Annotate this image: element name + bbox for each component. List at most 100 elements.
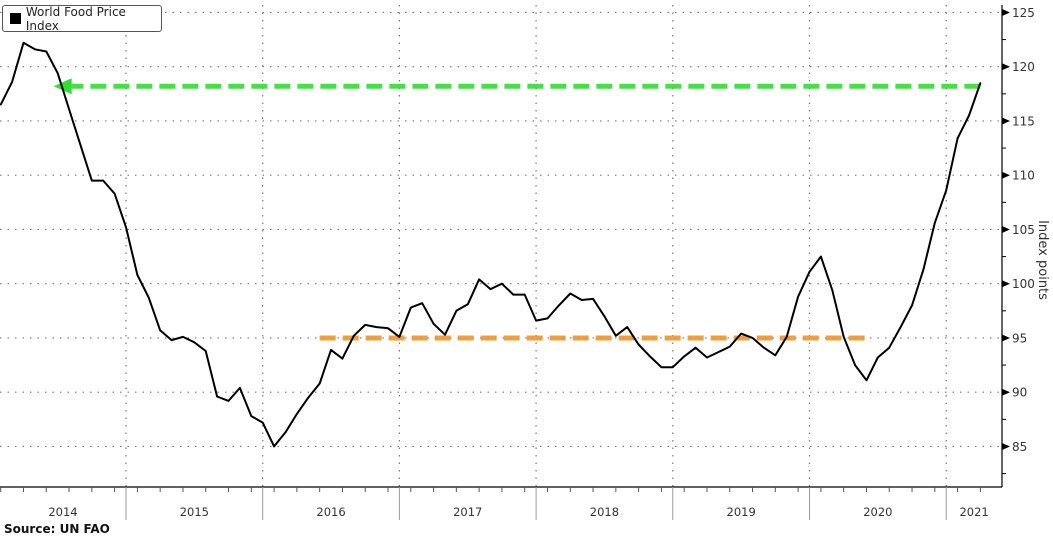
data-point xyxy=(11,81,13,83)
data-point xyxy=(546,317,549,320)
data-point xyxy=(649,355,651,358)
data-point xyxy=(341,357,344,360)
data-point xyxy=(182,336,184,338)
data-point xyxy=(478,278,480,281)
data-point xyxy=(569,292,572,295)
data-point xyxy=(421,302,423,305)
data-point xyxy=(375,326,378,328)
data-point xyxy=(672,366,674,369)
data-point xyxy=(831,289,834,292)
gridlines xyxy=(0,5,1002,487)
series-line-world-food-price-index xyxy=(0,41,982,448)
data-point xyxy=(637,343,640,346)
data-point xyxy=(615,334,617,337)
y-tick-label: 100 xyxy=(1012,277,1035,291)
data-point xyxy=(250,415,253,417)
data-point xyxy=(785,336,788,338)
data-point xyxy=(102,179,105,182)
data-points xyxy=(0,42,982,448)
data-point xyxy=(717,351,720,353)
x-tick-label: 2017 xyxy=(453,505,482,519)
data-point xyxy=(353,334,355,337)
data-point xyxy=(204,350,207,352)
data-point xyxy=(523,293,526,296)
y-tick-marker xyxy=(1002,225,1010,233)
data-point xyxy=(227,400,230,402)
data-point xyxy=(512,293,515,296)
data-point xyxy=(501,282,503,285)
legend: World Food Price Index xyxy=(2,4,162,33)
legend-label: World Food Price Index xyxy=(25,4,126,33)
data-point xyxy=(603,315,606,318)
data-point xyxy=(797,295,799,298)
data-point xyxy=(489,288,492,290)
data-point xyxy=(68,108,70,110)
data-point xyxy=(330,349,332,351)
data-point xyxy=(296,413,298,415)
y-tick-marker xyxy=(1002,388,1010,396)
data-point xyxy=(683,355,685,358)
y-tick-label: 120 xyxy=(1012,60,1035,74)
y-tick-marker xyxy=(1002,334,1010,342)
data-point xyxy=(694,346,697,349)
data-point xyxy=(728,345,731,348)
source-note: Source: UN FAO xyxy=(4,522,110,536)
x-tick-label: 2016 xyxy=(316,505,345,519)
data-point xyxy=(911,304,913,307)
axes: 85 90 95 100 105 110 115 120 125 2014 2015 2016 2017… xyxy=(0,5,1035,520)
data-point xyxy=(56,72,59,75)
y-tick-marker xyxy=(1002,442,1010,450)
data-point xyxy=(113,192,116,195)
annotations xyxy=(53,78,981,341)
data-point xyxy=(0,103,2,106)
data-point xyxy=(409,306,412,309)
data-point xyxy=(979,82,982,84)
x-tick-label: 2019 xyxy=(727,505,756,519)
x-tick-label: 2018 xyxy=(590,505,619,519)
data-point xyxy=(934,222,936,224)
x-tick-label: 2020 xyxy=(863,505,892,519)
data-point xyxy=(284,431,287,434)
legend-swatch xyxy=(10,13,21,24)
data-point xyxy=(170,339,173,341)
data-point xyxy=(956,137,959,140)
data-point xyxy=(34,48,36,51)
data-point xyxy=(79,144,82,146)
data-point xyxy=(820,255,822,258)
data-point xyxy=(558,304,560,307)
data-point xyxy=(364,324,367,326)
x-tick-label: 2014 xyxy=(48,505,77,519)
data-point xyxy=(899,326,902,328)
y-tick-marker xyxy=(1002,117,1010,125)
data-point xyxy=(91,179,93,182)
data-point xyxy=(22,42,25,44)
y-tick-marker xyxy=(1002,171,1010,179)
y-tick-marker xyxy=(1002,63,1010,71)
data-point xyxy=(706,356,708,359)
data-point xyxy=(147,297,150,299)
data-point xyxy=(136,274,139,276)
data-point xyxy=(387,327,389,329)
y-tick-label: 110 xyxy=(1012,169,1035,183)
data-point xyxy=(854,364,856,366)
data-point xyxy=(193,341,196,344)
y-tick-label: 115 xyxy=(1012,114,1035,128)
data-point xyxy=(444,333,446,336)
data-point xyxy=(626,326,629,328)
data-point xyxy=(125,226,127,229)
data-point xyxy=(660,366,663,369)
data-point xyxy=(888,346,891,349)
data-point xyxy=(865,379,868,382)
data-point xyxy=(592,298,594,300)
data-point xyxy=(535,319,537,322)
data-point xyxy=(580,299,583,301)
data-point xyxy=(774,354,777,357)
y-tick-label: 125 xyxy=(1012,6,1035,20)
data-point xyxy=(877,356,879,359)
y-tick-label: 105 xyxy=(1012,223,1035,237)
data-point xyxy=(261,421,264,424)
y-tick-marker xyxy=(1002,8,1010,16)
data-point xyxy=(751,337,754,339)
data-point xyxy=(455,310,458,312)
